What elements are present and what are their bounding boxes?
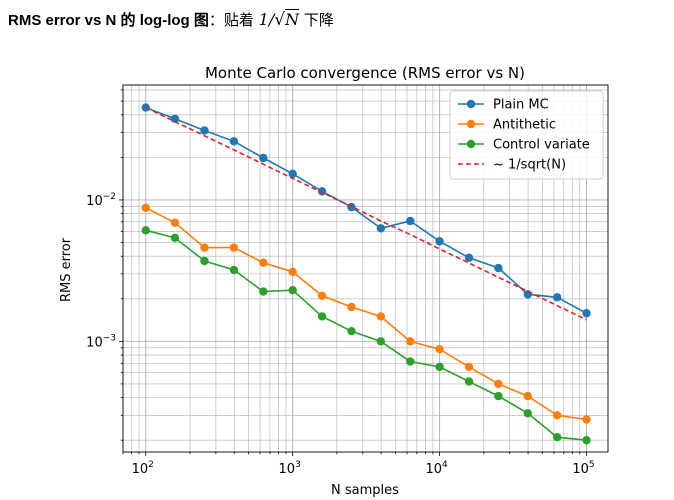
point-control-variate xyxy=(288,286,297,295)
point-control-variate xyxy=(347,326,356,336)
x-tick-label: 103 xyxy=(279,460,301,477)
point-antithetic xyxy=(435,345,444,354)
point-control-variate xyxy=(552,432,562,442)
plot-frame xyxy=(122,84,609,453)
point-antithetic xyxy=(288,267,297,277)
point-plain-mc xyxy=(141,103,150,112)
heading-formula-one: 1/ xyxy=(258,10,275,29)
heading-bold: RMS error vs N 的 log-log 图 xyxy=(8,12,209,29)
legend-box xyxy=(449,90,604,180)
point-antithetic xyxy=(494,379,503,389)
legend-marker-antithetic xyxy=(466,119,476,129)
point-antithetic xyxy=(406,337,415,346)
heading-tail: 下降 xyxy=(299,11,334,29)
point-plain-mc xyxy=(552,293,562,302)
series-layer xyxy=(141,103,591,445)
y-axis-label: RMS error xyxy=(59,237,74,302)
point-antithetic xyxy=(259,258,268,267)
legend-marker-control-variate xyxy=(466,139,476,149)
point-antithetic xyxy=(582,415,591,424)
point-control-variate xyxy=(229,265,239,275)
point-plain-mc xyxy=(494,263,503,273)
point-antithetic xyxy=(170,218,180,227)
point-plain-mc xyxy=(523,290,532,299)
point-control-variate xyxy=(200,256,209,266)
legend-marker-plain-mc xyxy=(466,99,476,109)
series-line-plain-mc xyxy=(145,106,587,315)
point-control-variate xyxy=(376,337,386,346)
legend-label-control-variate: Control variate xyxy=(493,138,590,153)
y-tick-label: 10−2 xyxy=(86,192,116,209)
heading-sqrt-symbol: √ xyxy=(274,10,286,30)
y-tick-label: 10−3 xyxy=(86,333,116,350)
point-plain-mc xyxy=(582,309,591,318)
point-antithetic xyxy=(552,411,562,420)
x-tick-label: 104 xyxy=(425,460,448,477)
heading-formula-n: N xyxy=(285,10,300,29)
point-control-variate xyxy=(406,357,415,366)
point-plain-mc xyxy=(288,169,297,179)
page-heading: RMS error vs N 的 log-log 图：贴着 1/√N 下降 xyxy=(8,9,334,30)
point-plain-mc xyxy=(317,187,327,196)
point-antithetic xyxy=(200,243,209,252)
point-antithetic xyxy=(464,362,474,372)
point-plain-mc xyxy=(376,224,386,233)
point-antithetic xyxy=(317,291,327,300)
point-antithetic xyxy=(229,243,239,252)
point-plain-mc xyxy=(464,253,474,262)
point-control-variate xyxy=(317,312,327,321)
point-control-variate xyxy=(259,287,268,296)
series-line-control-variate xyxy=(145,229,587,441)
point-plain-mc xyxy=(406,216,415,226)
legend-label-1-sqrt-n: ~ 1/sqrt(N) xyxy=(493,158,566,173)
tick-layer: 102 103 104 105 10−3 10−2 xyxy=(86,89,595,477)
point-control-variate xyxy=(141,226,150,235)
point-control-variate xyxy=(464,377,474,386)
point-plain-mc xyxy=(259,153,268,163)
point-plain-mc xyxy=(435,237,444,246)
point-antithetic xyxy=(523,391,532,401)
heading-colon: ：贴着 xyxy=(208,11,259,29)
series-line-antithetic xyxy=(145,207,587,421)
point-plain-mc xyxy=(200,126,209,135)
point-control-variate xyxy=(170,233,180,242)
x-tick-label: 102 xyxy=(132,460,154,477)
point-plain-mc xyxy=(170,114,180,123)
point-antithetic xyxy=(347,302,356,312)
point-plain-mc xyxy=(229,137,239,146)
legend-label-antithetic: Antithetic xyxy=(493,118,556,133)
legend: Plain MC Antithetic Control variate ~ 1/sqr… xyxy=(449,90,604,180)
x-axis-label: N samples xyxy=(331,483,399,498)
point-control-variate xyxy=(582,435,591,445)
x-tick-label: 105 xyxy=(572,460,594,477)
chart-title: Monte Carlo convergence (RMS error vs N) xyxy=(205,64,525,82)
legend-label-plain-mc: Plain MC xyxy=(493,98,549,113)
point-control-variate xyxy=(523,409,532,418)
point-antithetic xyxy=(376,312,386,321)
point-control-variate xyxy=(435,362,444,372)
point-control-variate xyxy=(494,391,503,401)
point-antithetic xyxy=(141,203,150,212)
series-line-1-sqrt-n xyxy=(145,106,587,321)
